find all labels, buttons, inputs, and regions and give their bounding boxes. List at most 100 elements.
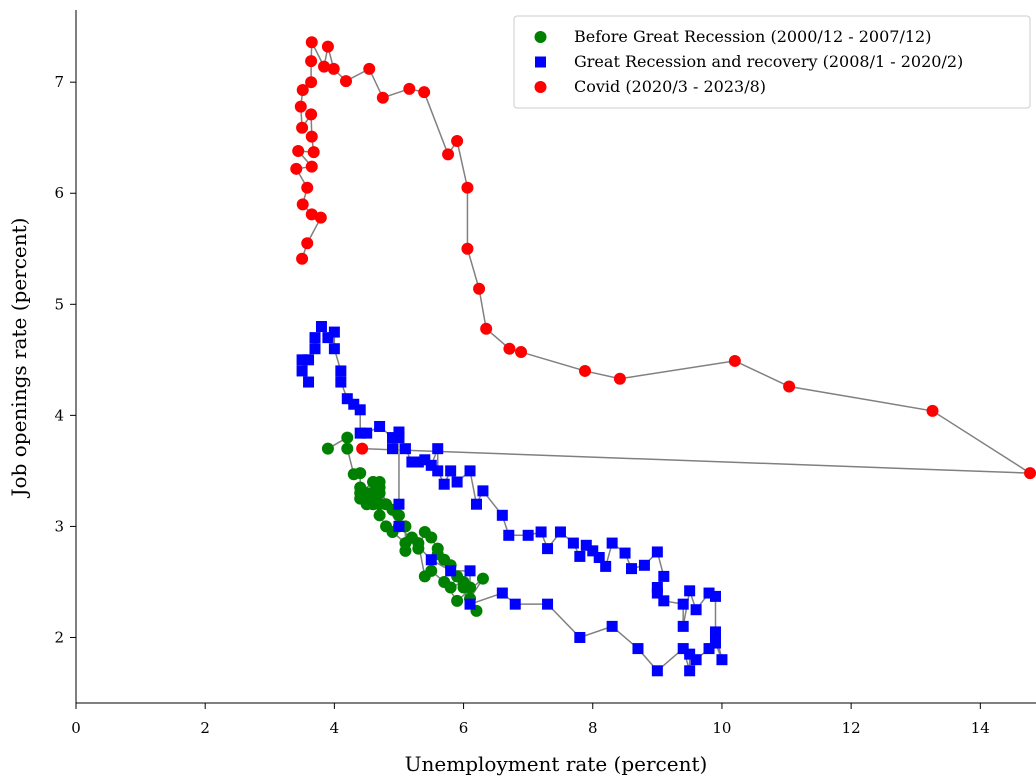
marker <box>574 631 586 643</box>
marker <box>567 537 579 549</box>
x-tick-label: 8 <box>588 719 598 737</box>
marker <box>392 509 405 522</box>
marker <box>367 475 380 488</box>
y-tick-label: 3 <box>54 517 64 535</box>
marker <box>515 346 528 359</box>
marker <box>321 40 334 53</box>
marker <box>574 550 586 562</box>
marker <box>684 648 696 660</box>
marker <box>716 654 728 666</box>
marker <box>496 587 508 599</box>
marker <box>554 526 566 538</box>
x-tick-label: 12 <box>842 719 861 737</box>
legend-marker <box>534 31 547 43</box>
marker <box>318 60 331 73</box>
marker <box>613 372 626 385</box>
marker <box>340 75 353 88</box>
marker <box>354 487 367 500</box>
marker <box>393 426 405 438</box>
marker <box>309 343 321 355</box>
marker <box>432 465 444 477</box>
marker <box>305 108 318 121</box>
marker <box>296 252 309 265</box>
marker <box>376 91 389 104</box>
marker <box>461 181 474 194</box>
marker <box>305 208 318 221</box>
marker <box>363 62 376 75</box>
marker <box>626 563 638 575</box>
marker <box>470 498 482 510</box>
marker <box>451 594 464 607</box>
y-tick-label: 5 <box>54 295 64 313</box>
plot-area <box>290 36 1036 677</box>
marker <box>438 478 450 490</box>
marker <box>387 443 399 455</box>
marker <box>328 343 340 355</box>
marker <box>305 160 318 173</box>
marker <box>380 520 393 533</box>
marker <box>305 36 318 49</box>
marker <box>354 467 367 480</box>
marker <box>341 431 354 444</box>
marker <box>301 181 314 194</box>
marker <box>503 529 515 541</box>
marker <box>412 537 425 550</box>
marker <box>709 637 721 649</box>
marker <box>619 547 631 559</box>
marker <box>296 354 308 366</box>
marker <box>677 598 689 610</box>
marker <box>542 598 554 610</box>
marker <box>327 62 340 75</box>
marker <box>393 520 405 532</box>
marker <box>476 572 489 585</box>
marker <box>480 322 493 335</box>
marker <box>399 443 411 455</box>
marker <box>464 581 477 594</box>
marker <box>632 643 644 655</box>
marker <box>783 380 796 393</box>
marker <box>509 598 521 610</box>
marker <box>348 398 360 410</box>
y-tick-label: 7 <box>54 73 64 91</box>
marker <box>354 404 366 416</box>
y-tick-label: 6 <box>54 184 64 202</box>
marker <box>305 55 318 68</box>
marker <box>292 145 305 158</box>
marker <box>579 364 592 377</box>
marker <box>387 432 399 444</box>
marker <box>1024 467 1036 480</box>
marker <box>354 427 366 439</box>
marker <box>335 376 347 388</box>
marker <box>393 498 405 510</box>
marker <box>496 509 508 521</box>
marker <box>638 559 650 571</box>
marker <box>703 587 715 599</box>
marker <box>412 456 424 468</box>
legend-marker <box>535 56 546 68</box>
marker <box>606 537 618 549</box>
marker <box>305 76 318 89</box>
marker <box>301 237 314 250</box>
marker <box>303 376 315 388</box>
x-tick-label: 6 <box>459 719 469 737</box>
marker <box>406 456 418 468</box>
marker <box>290 162 303 175</box>
marker <box>651 665 663 677</box>
x-tick-label: 10 <box>712 719 731 737</box>
x-tick-label: 14 <box>971 719 990 737</box>
marker <box>587 545 599 557</box>
marker <box>418 570 431 583</box>
marker <box>709 626 721 638</box>
marker <box>425 531 438 544</box>
x-tick-label: 0 <box>71 719 81 737</box>
marker <box>309 332 321 344</box>
marker <box>438 575 451 588</box>
marker <box>418 86 431 99</box>
marker <box>322 332 334 344</box>
legend-label: Covid (2020/3 - 2023/8) <box>574 77 766 96</box>
marker <box>335 365 347 377</box>
marker <box>606 620 618 632</box>
x-tick-label: 4 <box>330 719 340 737</box>
marker <box>464 598 476 610</box>
marker <box>677 620 689 632</box>
